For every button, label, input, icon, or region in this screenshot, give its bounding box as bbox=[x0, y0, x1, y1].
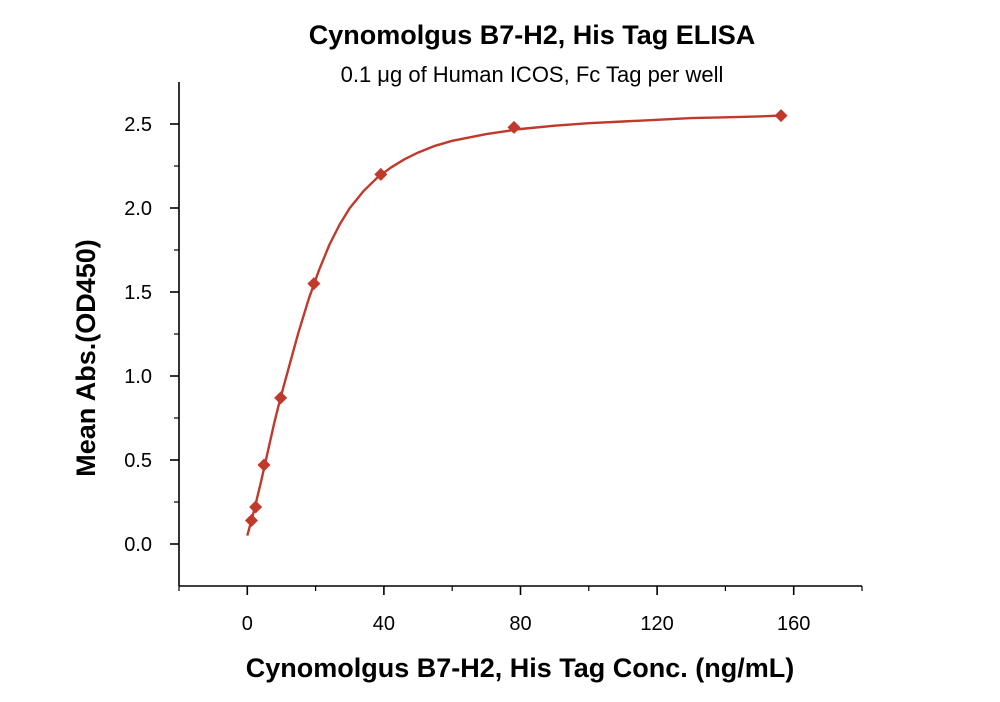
x-tick-label: 80 bbox=[509, 613, 531, 635]
x-tick-label: 120 bbox=[640, 613, 673, 635]
data-point bbox=[257, 458, 271, 472]
data-point bbox=[274, 391, 288, 405]
y-tick-label: 1.5 bbox=[124, 282, 152, 304]
data-point bbox=[249, 500, 263, 514]
y-axis-label: Mean Abs.(OD450) bbox=[71, 239, 101, 477]
x-axis-label: Cynomolgus B7-H2, His Tag Conc. (ng/mL) bbox=[246, 653, 795, 683]
y-tick-label: 2.0 bbox=[124, 198, 152, 220]
y-tick-label: 0.0 bbox=[124, 534, 152, 556]
y-tick-label: 1.0 bbox=[124, 366, 152, 388]
x-tick-label: 0 bbox=[242, 613, 253, 635]
data-point bbox=[507, 120, 521, 134]
data-point bbox=[774, 109, 788, 123]
x-tick-label: 160 bbox=[777, 613, 810, 635]
chart-title: Cynomolgus B7-H2, His Tag ELISA bbox=[309, 20, 756, 50]
data-point bbox=[374, 167, 388, 181]
axes: 0.0 0.5 1.0 1.5 2.0 2.5 0 40 80 120 160 bbox=[124, 82, 863, 635]
data-points-layer bbox=[244, 109, 788, 527]
data-point bbox=[244, 513, 258, 527]
fit-curve-layer bbox=[246, 114, 781, 536]
y-tick-label: 0.5 bbox=[124, 450, 152, 472]
chart-subtitle: 0.1 μg of Human ICOS, Fc Tag per well bbox=[341, 62, 724, 87]
data-point bbox=[307, 277, 321, 291]
fit-curve bbox=[246, 114, 781, 536]
y-tick-label: 2.5 bbox=[124, 114, 152, 136]
x-tick-label: 40 bbox=[373, 613, 395, 635]
